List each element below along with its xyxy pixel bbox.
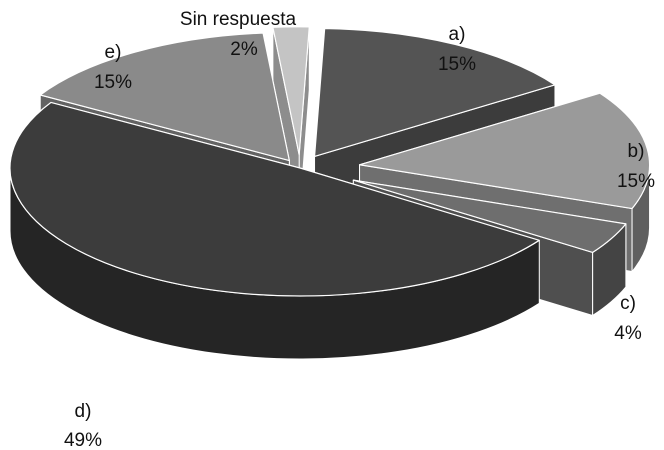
slice-name-a: a) [449, 24, 466, 45]
slice-percent-b: 15% [617, 171, 655, 192]
slice-percent-e: 15% [94, 72, 132, 93]
pie-slice-b [358, 92, 651, 210]
slice-percent-a: 15% [438, 54, 476, 75]
pie-slice-d [9, 101, 540, 297]
slice-label-sin-respuesta: Sin respuesta 2% [180, 9, 297, 60]
slice-percent-sin-respuesta: 2% [230, 39, 258, 60]
pie-slice-e [39, 32, 290, 162]
pie-slice-tops [9, 26, 651, 297]
slice-label-a: a) 15% [438, 24, 476, 75]
slice-name-d: d) [75, 401, 92, 422]
slice-label-c: c) 4% [614, 293, 642, 344]
pie-slice-c [352, 179, 627, 254]
pie-slice-sinrespuesta [272, 26, 310, 156]
slice-label-e: e) 15% [94, 42, 132, 93]
pie-slice-a [313, 27, 556, 158]
slice-percent-c: 4% [614, 323, 642, 344]
slice-name-b: b) [628, 141, 645, 162]
slice-label-b: b) 15% [617, 141, 655, 192]
slice-label-d: d) 49% [64, 401, 102, 450]
slice-name-e: e) [105, 42, 122, 63]
slice-name-sin-respuesta: Sin respuesta [180, 9, 297, 30]
slice-percent-d: 49% [64, 430, 102, 450]
slice-name-c: c) [620, 293, 636, 314]
